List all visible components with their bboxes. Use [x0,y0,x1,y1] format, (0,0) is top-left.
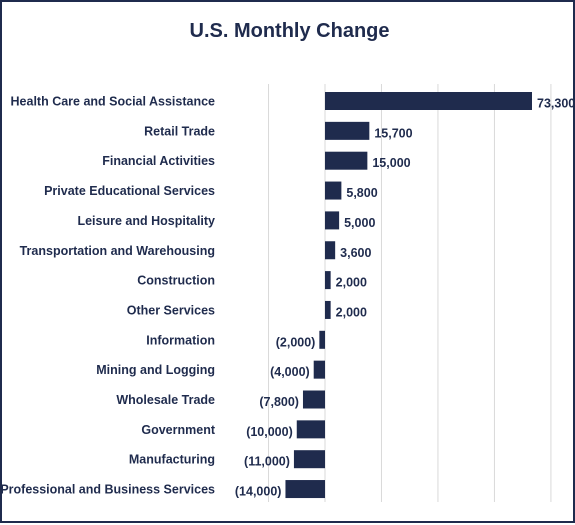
bar [325,121,370,140]
category-label: Construction [137,274,215,288]
value-label: 5,800 [346,186,377,200]
category-label: Wholesale Trade [116,393,215,407]
category-label: Information [146,333,215,347]
value-label: 2,000 [336,305,367,319]
value-label: 73,300 [537,97,575,111]
category-label: Financial Activities [102,154,215,168]
bar [296,420,325,439]
bar [325,181,342,200]
value-label: (10,000) [246,425,293,439]
category-label: Retail Trade [144,124,215,138]
bar [285,480,325,499]
bar [325,92,532,110]
value-label: 3,600 [340,246,371,260]
category-label: Mining and Logging [96,363,215,377]
value-label: 15,700 [374,126,412,140]
category-label: Private Educational Services [44,184,215,198]
category-label: Leisure and Hospitality [77,214,215,228]
category-label: Professional and Business Services [2,483,215,497]
value-label: (14,000) [235,485,282,499]
value-label: 5,000 [344,216,375,230]
category-label: Transportation and Warehousing [20,244,215,258]
bar [325,300,331,319]
bar [293,450,325,469]
value-label: (11,000) [244,455,290,469]
category-label: Manufacturing [129,453,215,467]
chart-title: U.S. Monthly Change [189,20,390,42]
bar [325,151,368,170]
value-label: 2,000 [336,276,367,290]
bar [325,241,336,260]
bar [302,390,325,409]
bar [313,360,325,379]
value-label: (4,000) [270,365,310,379]
bar [325,211,340,230]
bar [319,330,325,349]
category-label: Government [141,423,215,437]
category-label: Other Services [127,303,215,317]
value-label: (2,000) [276,335,316,349]
value-label: 15,000 [372,156,410,170]
category-label: Health Care and Social Assistance [11,95,216,109]
bar [325,271,331,290]
value-label: (7,800) [259,395,299,409]
